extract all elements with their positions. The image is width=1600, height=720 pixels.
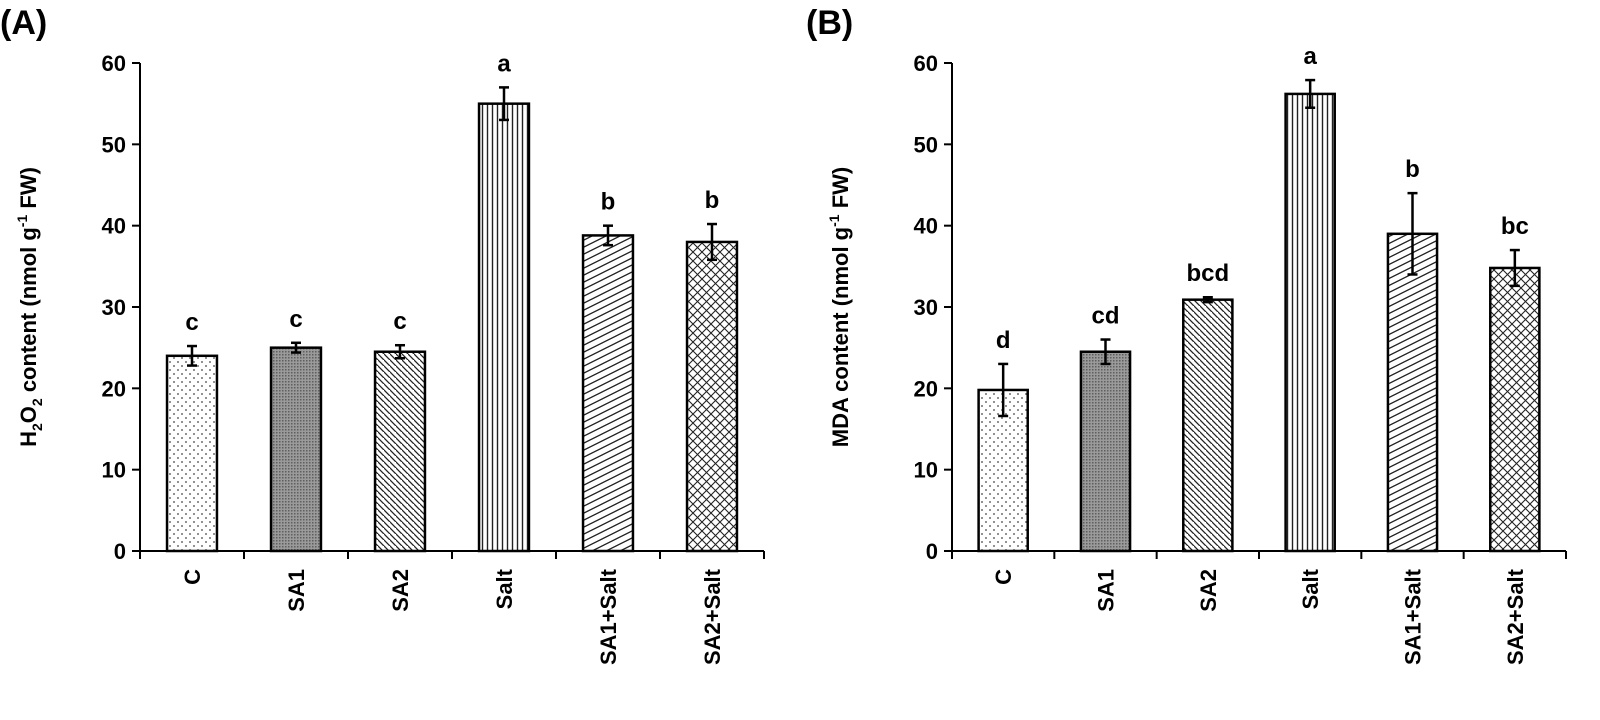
x-tick-label: C [991,569,1016,585]
bar [1386,232,1439,553]
panel-label: (A) [0,4,47,42]
bar [165,354,219,553]
y-tick-label: 30 [914,295,938,320]
significance-label: a [1303,43,1317,70]
bar [1489,266,1541,553]
significance-label: c [185,309,198,336]
x-tick-label: SA1+Salt [1401,568,1426,665]
x-tick-label: SA2+Salt [700,568,725,665]
y-tick-label: 50 [102,132,126,157]
bar [269,346,323,553]
y-tick-label: 10 [102,458,126,483]
x-tick-label: SA2+Salt [1503,568,1528,665]
y-tick-label: 30 [102,295,126,320]
y-tick-label: 0 [926,539,938,564]
significance-label: b [705,187,720,214]
bar [685,240,739,553]
x-tick-label: Salt [492,568,517,609]
significance-label: b [601,189,616,216]
panel-b: (B) 0 10 20 30 40 50 60 d Ccd SA1 bcd SA2 a Salt b SA1+S… [806,4,1567,665]
y-tick-label: 0 [114,539,126,564]
significance-label: c [289,306,302,333]
bar [1182,298,1234,553]
y-tick-label: 40 [102,214,126,239]
x-tick-label: SA2 [1196,569,1221,612]
y-axis-title: MDA content (nmol g-1 FW) [826,167,853,448]
bar [477,102,531,553]
x-tick-label: SA2 [388,569,413,612]
x-tick-label: SA1+Salt [596,568,621,665]
y-axis-title: H2O2 content (nmol g-1 FW) [14,167,45,447]
y-tick-label: 20 [914,376,938,401]
significance-label: bcd [1186,260,1229,287]
bar [1079,350,1132,553]
y-tick-label: 20 [102,376,126,401]
significance-label: d [996,327,1011,354]
significance-label: bc [1501,213,1529,240]
significance-label: c [393,308,406,335]
significance-label: a [497,50,511,77]
y-tick-label: 60 [914,51,938,76]
bar [581,234,635,553]
significance-label: cd [1091,303,1119,330]
significance-label: b [1405,156,1420,183]
x-tick-label: SA1 [1094,569,1119,612]
x-tick-label: C [180,569,205,585]
y-tick-label: 10 [914,458,938,483]
x-tick-label: Salt [1298,568,1323,609]
x-tick-label: SA1 [284,569,309,612]
y-tick-label: 40 [914,214,938,239]
panel-label: (B) [806,4,853,42]
panel-a: (A) 0 10 20 30 40 50 60 c Cc SA1 c SA2 a Salt b SA1+Salt… [0,4,765,665]
bar [373,350,427,553]
y-tick-label: 50 [914,132,938,157]
bar [1284,92,1336,553]
y-tick-label: 60 [102,51,126,76]
